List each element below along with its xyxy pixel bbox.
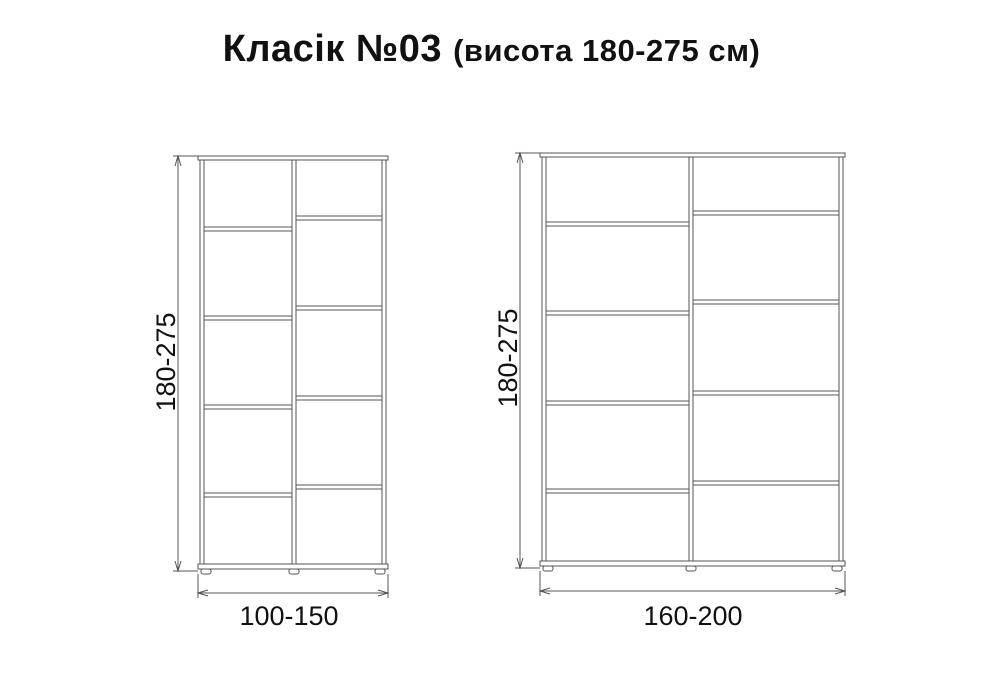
center-divider <box>291 159 297 565</box>
shelf <box>203 315 293 321</box>
wardrobe-narrow <box>173 154 390 598</box>
shelf <box>295 305 383 311</box>
wardrobe-wide <box>515 151 847 596</box>
width-label-wide: 160-200 <box>643 601 742 631</box>
center-divider <box>688 156 694 562</box>
shelf <box>692 299 840 305</box>
foot <box>685 565 697 572</box>
foot <box>288 568 300 575</box>
arrow-icon <box>174 154 182 573</box>
side-panel <box>541 156 547 562</box>
top-panel <box>197 155 389 161</box>
height-label-wide: 180-275 <box>493 308 523 407</box>
shelf <box>295 395 383 401</box>
foot <box>200 568 212 575</box>
shelf <box>203 226 293 232</box>
side-panel <box>199 159 205 565</box>
bottom-panel <box>539 560 846 567</box>
side-panel <box>381 159 387 565</box>
shelf <box>545 310 690 316</box>
shelf <box>203 404 293 410</box>
shelf <box>295 484 383 490</box>
bottom-panel <box>197 563 389 570</box>
shelf <box>295 215 383 221</box>
foot <box>831 565 843 572</box>
shelf <box>545 400 690 406</box>
top-panel <box>539 152 846 158</box>
shelf <box>692 390 840 396</box>
page-title: Класік №03 (висота 180-275 см) <box>0 28 983 71</box>
arrow-icon <box>538 587 847 595</box>
shelf <box>692 210 840 216</box>
shelf <box>545 221 690 227</box>
foot <box>374 568 386 575</box>
title-subtitle: (висота 180-275 см) <box>453 33 761 68</box>
width-label-narrow: 100-150 <box>239 601 338 631</box>
foot <box>542 565 554 572</box>
height-label-narrow: 180-275 <box>151 312 181 411</box>
title-main: Класік №03 <box>222 28 443 70</box>
arrow-icon <box>516 151 524 570</box>
side-panel <box>838 156 844 562</box>
arrow-icon <box>196 589 390 597</box>
shelf <box>692 480 840 486</box>
shelf <box>203 492 293 498</box>
shelf <box>545 488 690 494</box>
